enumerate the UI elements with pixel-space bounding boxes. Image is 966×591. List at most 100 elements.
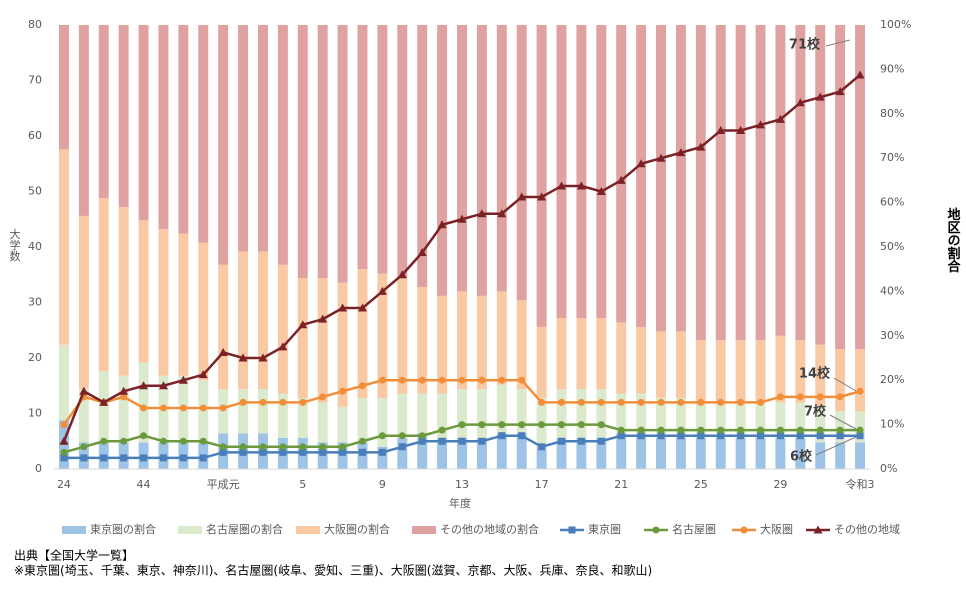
bar-segment	[675, 25, 686, 332]
y-tick-label: 10	[28, 407, 42, 420]
line-marker	[558, 398, 566, 406]
bar-segment	[496, 291, 507, 385]
line-marker	[835, 87, 845, 96]
bar-segment	[337, 406, 348, 443]
line-marker	[198, 370, 208, 379]
bar-segment	[457, 25, 467, 292]
bar-segment	[636, 393, 647, 434]
bar-segment	[795, 25, 806, 341]
bar-segment	[815, 25, 826, 345]
line-marker	[757, 432, 765, 440]
line-marker	[357, 303, 367, 312]
bar-segment	[437, 393, 448, 438]
y2-tick-label: 90%	[880, 62, 904, 75]
annotation: 7校	[804, 404, 827, 420]
line-marker	[676, 148, 686, 157]
line-marker	[159, 404, 167, 412]
bar-segment	[715, 340, 726, 403]
line-marker	[120, 454, 128, 462]
bar-segment	[337, 282, 348, 407]
line-marker	[259, 448, 267, 456]
line-marker	[477, 209, 487, 218]
bar-segment	[58, 149, 69, 345]
bar-segment	[58, 25, 69, 150]
line-marker	[776, 393, 784, 401]
y-tick-label: 0	[35, 462, 42, 475]
line-marker	[577, 437, 585, 445]
line-marker	[438, 437, 446, 445]
line-marker	[60, 421, 68, 429]
bar-segment	[656, 331, 666, 398]
bar-segment	[178, 233, 189, 376]
line-marker	[498, 421, 506, 429]
y2-tick-label: 0%	[880, 462, 897, 475]
line-marker	[258, 353, 268, 362]
bar-segment	[78, 389, 89, 443]
bar-segment	[317, 25, 328, 279]
bar-segment	[178, 25, 189, 234]
legend-label: 名古屋圏	[672, 522, 716, 536]
bar-segment	[496, 384, 507, 434]
x-tick-label: 44	[137, 478, 151, 491]
bar-segment	[596, 437, 607, 469]
line-marker	[378, 432, 386, 440]
y2-tick-label: 100%	[880, 18, 911, 31]
line-marker	[418, 432, 426, 440]
bar-segment	[715, 25, 726, 341]
line-marker	[299, 398, 307, 406]
bar-segment	[397, 278, 408, 394]
line-marker	[616, 175, 626, 184]
bar-segment	[98, 25, 109, 199]
y-tick-label: 70	[28, 74, 42, 87]
x-tick-label: 5	[299, 478, 306, 491]
line-marker	[558, 437, 566, 445]
bar-segment	[755, 25, 766, 341]
line-marker	[457, 214, 467, 223]
line-marker	[279, 443, 287, 451]
line-marker	[100, 454, 108, 462]
line-marker	[717, 426, 725, 434]
line-marker	[158, 381, 168, 390]
line-marker	[438, 426, 446, 434]
line-marker	[815, 92, 825, 101]
line-marker	[796, 393, 804, 401]
line-marker	[577, 398, 585, 406]
bar-segment	[238, 25, 249, 252]
bar-segment	[98, 198, 109, 372]
line-marker	[378, 448, 386, 456]
bar-segment	[556, 318, 567, 390]
line-marker	[538, 421, 546, 429]
line-marker	[517, 192, 527, 201]
line-marker	[576, 181, 586, 190]
bar-segment	[78, 25, 89, 216]
bar-segment	[277, 393, 288, 438]
annotation-leader	[829, 414, 857, 430]
bar-segment	[417, 25, 428, 287]
bar-segment	[596, 318, 607, 390]
line-marker	[697, 432, 705, 440]
line-marker	[737, 432, 745, 440]
bar-segment	[556, 25, 567, 319]
bar-segment	[238, 251, 249, 390]
bar-segment	[98, 371, 109, 443]
bar-segment	[556, 437, 567, 469]
line-marker	[836, 393, 844, 401]
bar-segment	[516, 433, 527, 469]
bar-segment	[158, 229, 169, 376]
bar-segment	[158, 25, 169, 230]
bar-segment	[437, 437, 448, 469]
line-marker	[119, 386, 129, 395]
line-marker	[776, 426, 784, 434]
line-marker	[338, 303, 348, 312]
y-tick-label: 20	[28, 351, 42, 364]
bar-segment	[476, 295, 487, 390]
bar-segment	[457, 291, 467, 390]
legend-label: 大阪圏の割合	[324, 522, 390, 536]
line-marker	[60, 454, 68, 462]
bar-segment	[297, 278, 308, 398]
line-marker	[358, 448, 366, 456]
line-marker	[339, 387, 347, 395]
bar-segment	[496, 25, 507, 292]
bar-segment	[576, 318, 587, 390]
